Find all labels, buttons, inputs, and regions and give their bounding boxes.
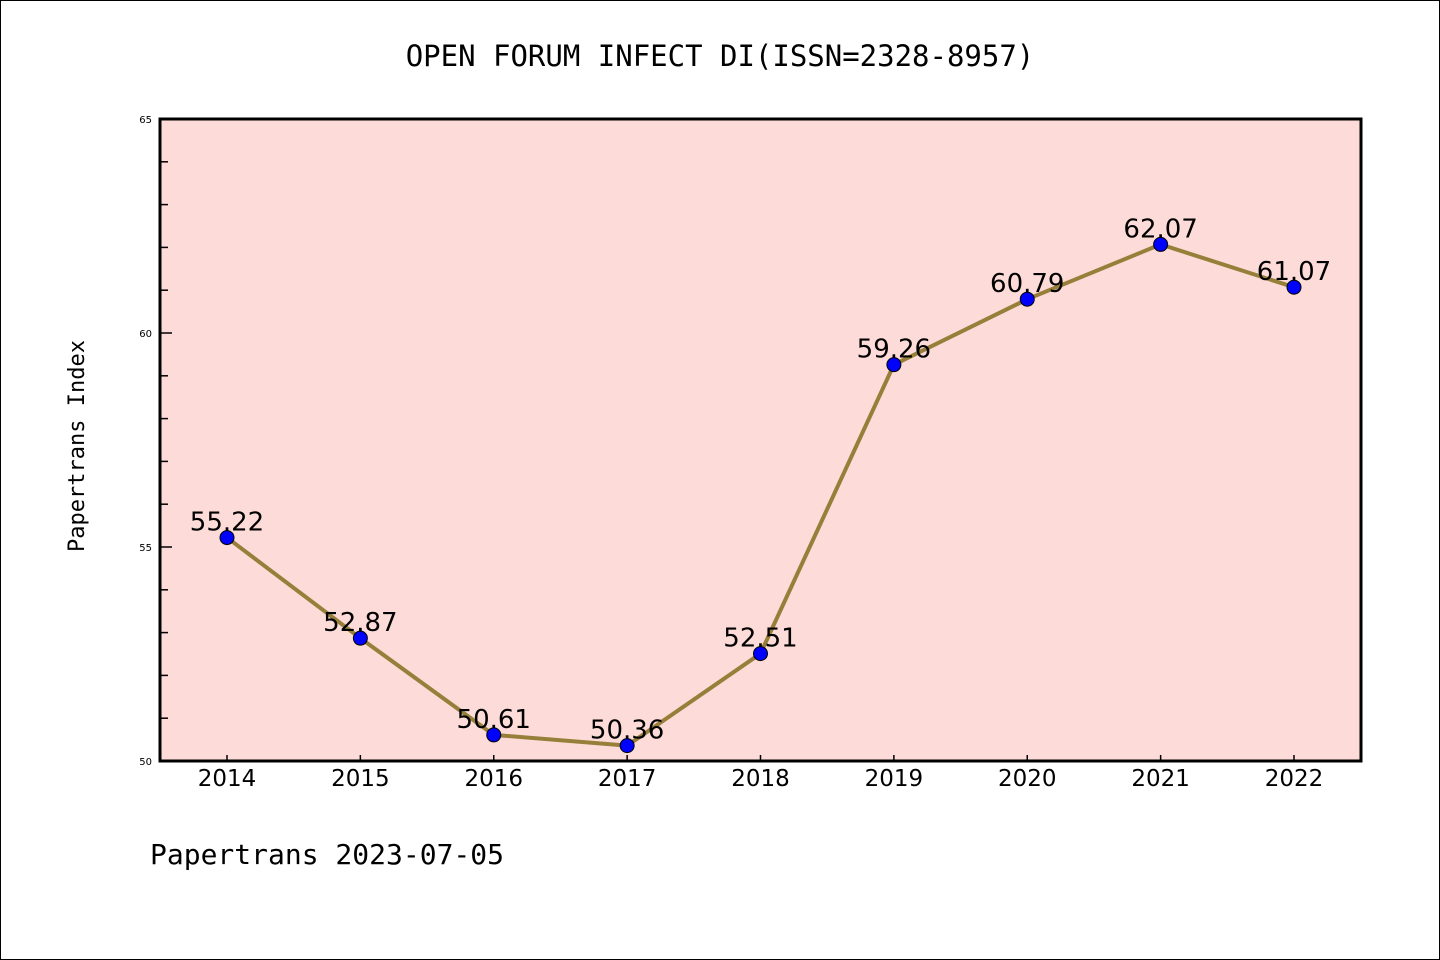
data-point (352, 630, 368, 646)
data-label: 59.26 (857, 335, 931, 365)
x-tick-label: 2019 (865, 766, 924, 792)
chart-title: OPEN FORUM INFECT DI(ISSN=2328-8957) (406, 39, 1035, 73)
x-tick-label: 2018 (731, 766, 790, 792)
data-point (1019, 291, 1035, 307)
data-label: 62.07 (1123, 214, 1197, 244)
data-point (1286, 279, 1302, 295)
y-tick-label: 65 (139, 115, 152, 126)
x-tick-label: 2015 (331, 766, 390, 792)
footer-text: Papertrans 2023-07-05 (150, 838, 504, 871)
data-point (619, 738, 635, 754)
x-tick-label: 2020 (998, 766, 1057, 792)
data-label: 61.07 (1257, 257, 1331, 287)
y-tick-label: 55 (139, 543, 152, 554)
y-axis-label: Papertrans Index (65, 340, 90, 552)
data-label: 50.36 (590, 716, 664, 746)
y-tick-label: 50 (139, 757, 152, 768)
plot-border (158, 117, 1363, 763)
x-tick-label: 2016 (464, 766, 523, 792)
data-point (753, 646, 768, 662)
x-tick-label: 2017 (598, 766, 657, 792)
data-point (486, 727, 502, 743)
data-label: 55.22 (190, 508, 264, 538)
x-tick-label: 2021 (1131, 766, 1190, 792)
y-tick-label: 60 (139, 329, 152, 340)
x-tick-label: 2014 (198, 766, 257, 792)
data-point (886, 357, 902, 373)
data-label: 52.87 (323, 608, 397, 638)
x-tick-label: 2022 (1265, 766, 1324, 792)
data-point (219, 530, 235, 546)
data-label: 52.51 (723, 624, 797, 654)
data-point (1153, 236, 1169, 252)
data-label: 50.61 (457, 705, 531, 735)
data-label: 60.79 (990, 269, 1064, 299)
